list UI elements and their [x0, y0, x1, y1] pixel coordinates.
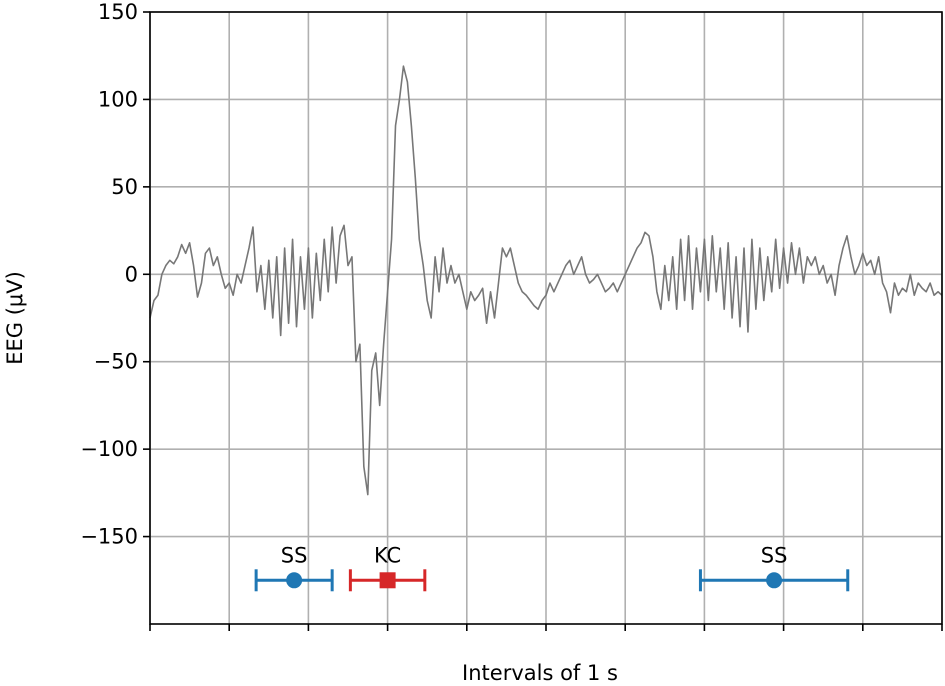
plot-frame — [149, 11, 943, 625]
event-label: KC — [374, 543, 401, 567]
y-tick-label: −50 — [94, 350, 138, 374]
event-marker — [766, 572, 783, 589]
y-axis-label: EEG (μV) — [3, 271, 27, 365]
y-tick-label: 150 — [98, 0, 138, 24]
x-axis-label: Intervals of 1 s — [462, 661, 618, 685]
event-marker — [286, 572, 303, 589]
y-tick-label: 0 — [125, 262, 138, 286]
y-tick-label: 100 — [98, 87, 138, 111]
y-tick-label: 50 — [111, 175, 138, 199]
event-label: SS — [761, 543, 788, 567]
eeg-line — [149, 65, 943, 496]
y-tick-label: −100 — [80, 437, 138, 461]
y-tick-label: −150 — [80, 525, 138, 549]
event-label: SS — [281, 543, 308, 567]
event-marker — [379, 572, 396, 589]
